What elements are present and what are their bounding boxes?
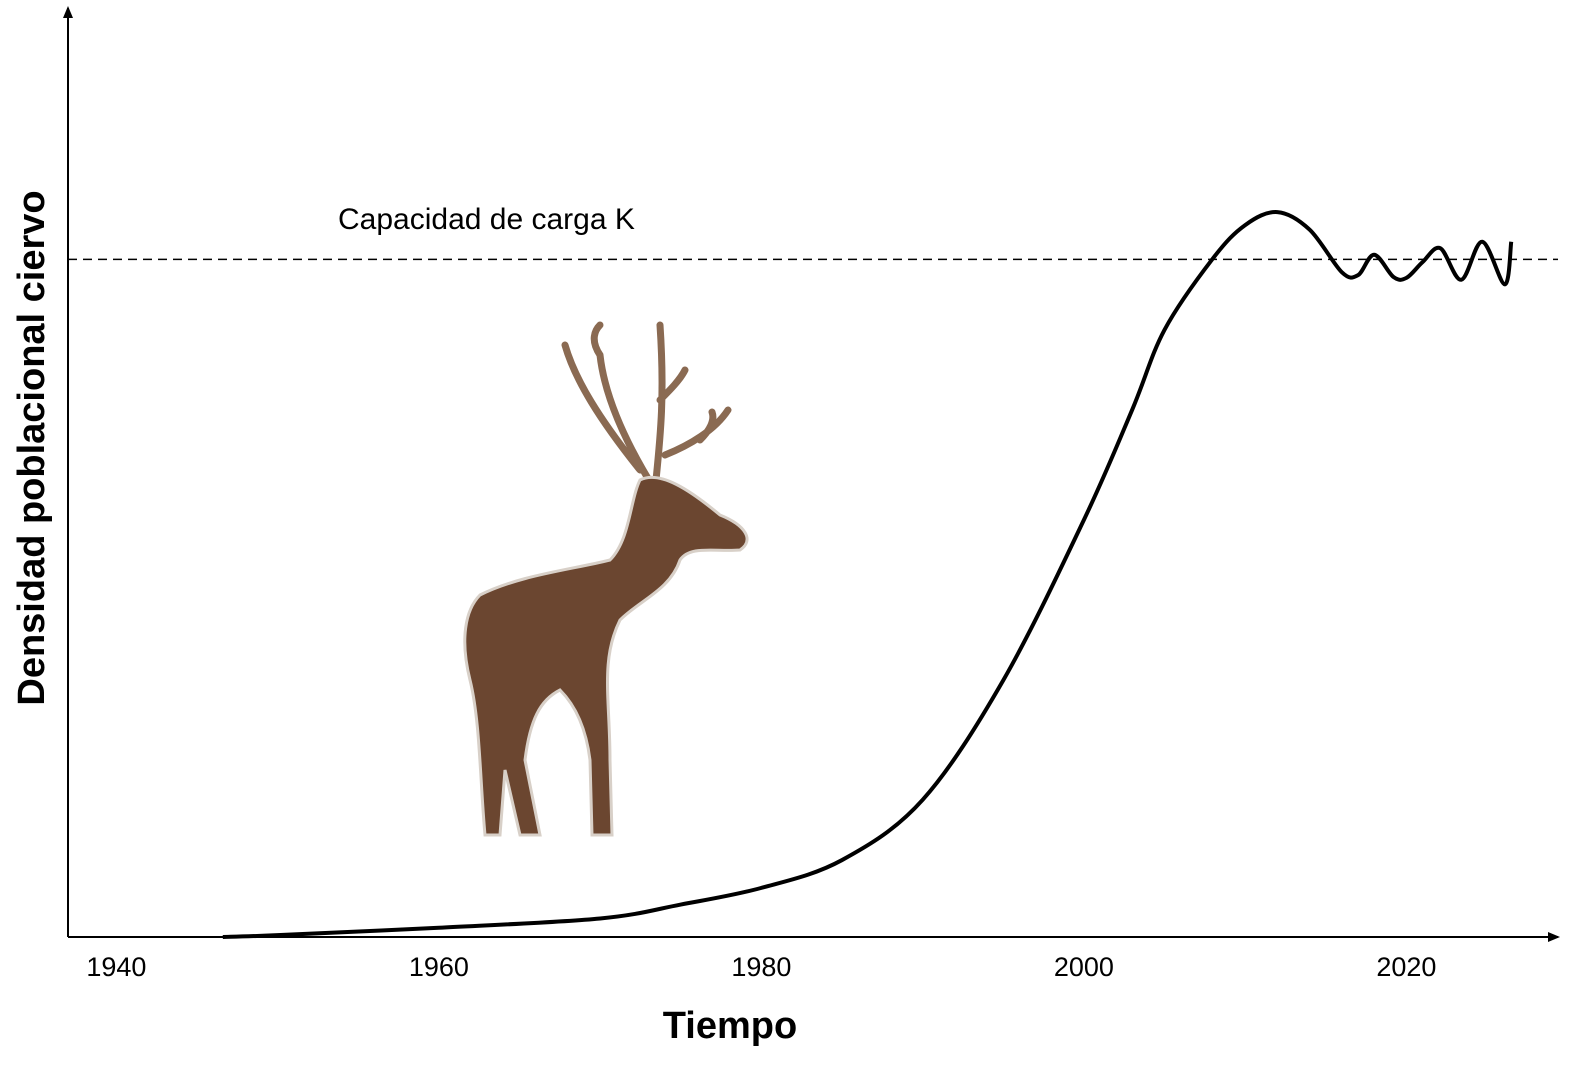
x-axis-label: Tiempo	[663, 1005, 797, 1047]
population-curve	[222, 210, 1514, 939]
x-tick-label: 1940	[86, 952, 146, 982]
x-tick-label: 1980	[731, 952, 791, 982]
x-tick-label: 2000	[1054, 952, 1114, 982]
deer-illustration	[463, 321, 749, 837]
carrying-capacity-label: Capacidad de carga K	[338, 203, 635, 236]
x-tick-label: 2020	[1376, 952, 1436, 982]
y-axis-label: Densidad poblacional ciervo	[11, 190, 53, 705]
x-tick-label: 1960	[409, 952, 469, 982]
